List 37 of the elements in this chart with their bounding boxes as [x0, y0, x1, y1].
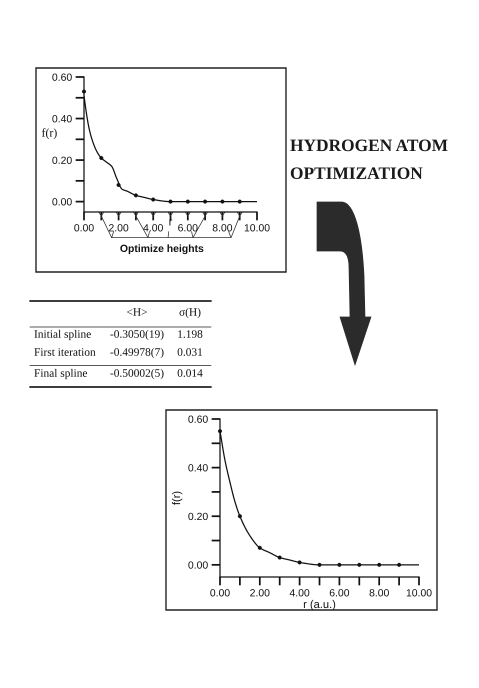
x-tick-label: 0.00 [210, 589, 230, 596]
y-axis-title: f(r) [172, 492, 182, 505]
text: σ(H) [179, 308, 200, 318]
text: Optimize heights [120, 244, 204, 254]
x-tick-label: 2.00 [250, 589, 270, 596]
x-tick-label: 6.00 [178, 224, 198, 232]
y-tick-label: 0.60 [52, 74, 72, 81]
text: -0.49978(7) [110, 348, 164, 358]
y-tick-label: 0.60 [188, 416, 208, 423]
y-tick-label: 0.00 [188, 561, 208, 569]
x-tick-label: 4.00 [290, 589, 310, 596]
text: First iteration [34, 348, 96, 356]
x-tick-label: 6.00 [330, 589, 350, 596]
text: Final spline [34, 368, 88, 380]
text: 0.014 [178, 369, 203, 377]
text: -0.50002(5) [110, 368, 164, 380]
x-tick-label: 2.00 [108, 224, 128, 232]
text: 0.031 [178, 348, 202, 356]
text: 1.198 [178, 330, 202, 338]
x-axis-title: r [169, 219, 172, 226]
y-axis-title: f(r) [42, 128, 57, 140]
text: Initial spline [34, 330, 91, 340]
text: HYDROGEN ATOM OPTIMIZATION [290, 140, 448, 180]
x-tick-label: 8.00 [212, 224, 232, 232]
y-tick-label: 0.20 [188, 512, 208, 520]
x-tick-label: 10.00 [406, 589, 432, 596]
x-axis-title: r (a.u.) [304, 600, 336, 610]
y-tick-label: 0.40 [188, 464, 208, 472]
text: -0.3050(19) [110, 330, 164, 340]
x-tick-label: 4.00 [143, 224, 163, 232]
x-tick-label: 10.00 [244, 224, 270, 232]
x-tick-label: 8.00 [370, 589, 389, 596]
y-tick-label: 0.00 [52, 198, 72, 206]
y-tick-label: 0.40 [52, 115, 72, 122]
y-tick-label: 0.20 [52, 156, 72, 164]
x-tick-label: 0.00 [74, 224, 94, 232]
text: <H> [127, 308, 147, 316]
